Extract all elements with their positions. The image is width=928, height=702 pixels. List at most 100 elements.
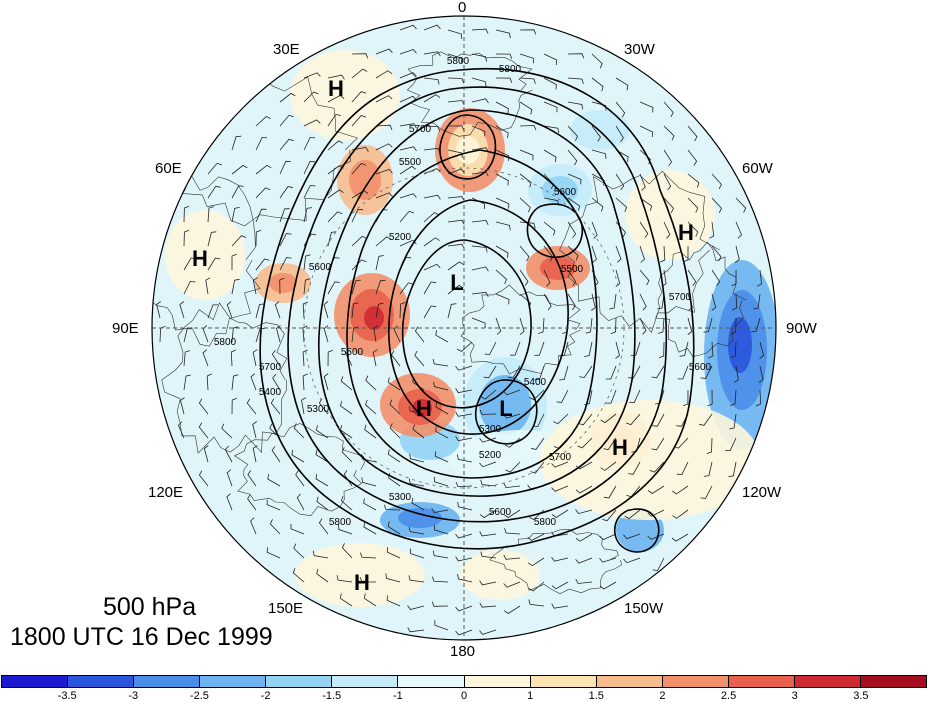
- wind-barb-18: [327, 74, 345, 80]
- colorbar-cell-13: [861, 676, 927, 687]
- wind-barb-365: [389, 423, 401, 439]
- wind-barb-50: [303, 119, 321, 127]
- lon-label-90e: 90E: [112, 320, 139, 337]
- wind-barb-152: [663, 221, 671, 239]
- wind-barb-316: [387, 377, 401, 391]
- wind-barb-306: [758, 365, 764, 383]
- wind-barb-134: [231, 207, 240, 223]
- height-contour-6: [439, 114, 497, 180]
- wind-barb-37: [423, 94, 441, 103]
- wind-barb-88: [231, 164, 248, 175]
- wind-barb-250: [639, 317, 647, 335]
- wind-barb-371: [531, 437, 545, 450]
- wind-barb-172: [567, 245, 579, 261]
- wind-barb-452: [408, 526, 425, 535]
- wind-barb-280: [730, 341, 737, 358]
- wind-barb-241: [423, 305, 437, 319]
- wind-barb-240: [399, 302, 406, 319]
- lon-label-120e: 120E: [148, 484, 184, 501]
- wind-barb-45: [615, 101, 626, 118]
- wind-barb-39: [471, 98, 489, 104]
- wind-barb-143: [447, 219, 465, 225]
- wind-barb-396: [575, 461, 593, 470]
- colorbar-cell-10: [662, 676, 729, 687]
- wind-barb-121: [495, 197, 510, 209]
- height-contour-2: [318, 109, 636, 497]
- wind-barb-48: [255, 116, 271, 127]
- coastline-6: [233, 423, 365, 517]
- wind-barb-212: [351, 279, 361, 295]
- wind-barb-173: [591, 245, 597, 263]
- wind-barb-370: [504, 437, 521, 448]
- wind-barb-97: [447, 168, 465, 175]
- wind-barb-133: [207, 206, 214, 223]
- wind-barb-180: [183, 257, 197, 271]
- contour-label: 5300: [389, 492, 412, 503]
- wind-barb-159: [255, 229, 262, 247]
- wind-barb-389: [409, 453, 425, 463]
- wind-barb-229: [753, 293, 761, 310]
- wind-barb-487: [432, 576, 449, 583]
- wind-barb-433: [411, 497, 425, 511]
- wind-barb-186: [327, 257, 340, 271]
- wind-barb-495: [339, 593, 353, 607]
- wind-barb-401: [703, 461, 713, 477]
- anomaly-blob-34: [460, 550, 540, 600]
- wind-barb-447: [290, 523, 305, 535]
- wind-barb-299: [579, 365, 593, 379]
- contour-label: 5600: [689, 362, 712, 373]
- wind-barb-461: [623, 533, 641, 540]
- wind-barb-87: [207, 162, 222, 175]
- lon-label-150w: 150W: [624, 600, 664, 617]
- wind-barb-258: [202, 325, 209, 343]
- wind-barb-290: [372, 349, 378, 367]
- wind-barb-443: [647, 509, 665, 517]
- anomaly-blob-23: [349, 160, 381, 200]
- wind-barb-213: [375, 280, 386, 295]
- wind-barb-144: [471, 219, 489, 225]
- wind-barb-137: [303, 207, 312, 223]
- wind-barb-163: [351, 235, 367, 247]
- wind-barb-72: [351, 146, 369, 152]
- colorbar-cell-9: [596, 676, 663, 687]
- wind-barb-179: [734, 245, 740, 263]
- wind-barb-155: [735, 221, 742, 239]
- wind-barb-74: [399, 146, 417, 152]
- pressure-center-L1: L: [450, 270, 463, 295]
- wind-barb-117: [399, 193, 417, 199]
- colorbar-label: 1: [527, 690, 534, 702]
- wind-barb-139: [351, 208, 364, 223]
- coastline-3: [559, 170, 720, 334]
- wind-barb-214: [399, 282, 414, 295]
- colorbar-cell-1: [68, 676, 135, 687]
- wind-barb-302: [651, 365, 665, 379]
- wind-barb-328: [683, 389, 689, 407]
- wind-barb-463: [671, 533, 689, 542]
- wind-barb-334: [231, 397, 238, 415]
- wind-barb-432: [384, 504, 401, 511]
- wind-barb-28: [567, 77, 584, 85]
- wind-barb-313: [323, 373, 329, 391]
- wind-barb-354: [699, 413, 713, 426]
- wind-barb-384: [291, 449, 305, 463]
- height-contour-7: [474, 379, 538, 445]
- wind-barb-331: [755, 389, 762, 407]
- wind-barb-416: [503, 483, 521, 489]
- wind-barb-231: [179, 301, 185, 319]
- map-level-title: 500 hPa: [103, 593, 197, 621]
- wind-barb-66: [687, 125, 698, 142]
- wind-barb-234: [255, 303, 265, 319]
- wind-barb-192: [471, 266, 489, 272]
- contour-label: 5300: [307, 404, 330, 415]
- wind-barb-276: [630, 341, 641, 356]
- wind-barb-99: [495, 173, 509, 186]
- wind-barb-84: [639, 149, 651, 165]
- wind-barb-96: [423, 168, 441, 175]
- wind-barb-122: [519, 197, 531, 213]
- wind-barb-27: [543, 77, 557, 90]
- wind-barb-293: [432, 358, 449, 367]
- wind-barb-387: [361, 453, 377, 463]
- contour-label: 5600: [489, 507, 512, 518]
- wind-barb-230: [156, 301, 161, 319]
- wind-barb-471: [432, 550, 449, 559]
